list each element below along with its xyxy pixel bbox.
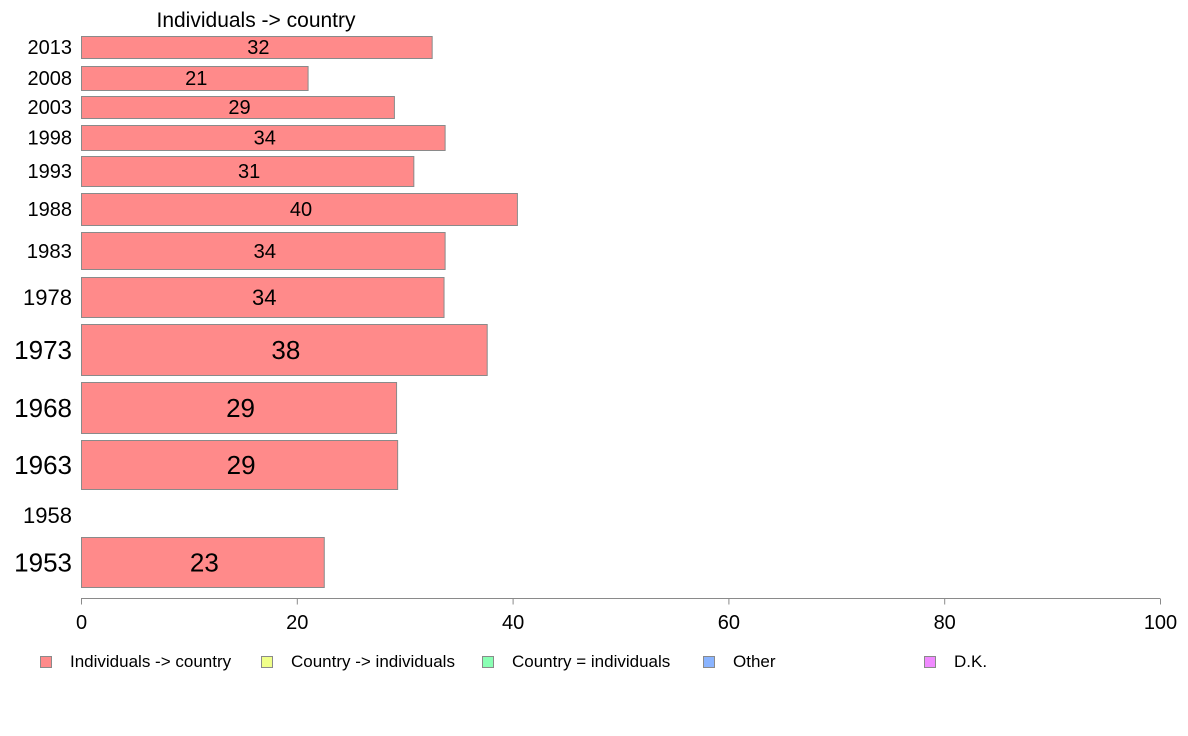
legend-item-dk: D.K. [924, 650, 987, 674]
legend: Individuals -> country Country -> indivi… [40, 650, 1140, 674]
data-label: 38 [271, 335, 300, 365]
bar [81, 382, 398, 434]
bar [81, 156, 415, 187]
data-label: 21 [185, 68, 207, 90]
bars-layer: 2013 32 2008 21 2003 29 1998 34 1993 31 1988 40 1983… [14, 36, 518, 588]
x-tick-label: 40 [502, 612, 524, 634]
data-label: 31 [238, 161, 260, 183]
x-axis: 0 20 40 60 80 100 [76, 598, 1177, 634]
x-tick-label: 100 [1144, 612, 1177, 634]
legend-label: D.K. [954, 652, 988, 671]
data-label: 32 [247, 37, 269, 59]
category-label: 2008 [28, 68, 73, 90]
category-label: 1978 [23, 285, 72, 310]
bar [81, 440, 399, 490]
legend-label: Other [733, 652, 776, 671]
bar [81, 66, 309, 91]
category-label: 1963 [14, 450, 72, 480]
data-label: 29 [227, 450, 256, 480]
data-label: 34 [254, 128, 276, 150]
x-tick-label: 80 [934, 612, 956, 634]
legend-label: Country = individuals [512, 652, 671, 671]
category-label: 2013 [28, 37, 73, 59]
category-label: 1998 [28, 128, 73, 150]
legend-item-individuals-country: Individuals -> country [40, 650, 231, 674]
legend-item-country-individuals: Country -> individuals [261, 650, 455, 674]
data-label: 34 [252, 285, 276, 310]
bar [81, 193, 518, 226]
legend-swatch [482, 656, 494, 668]
category-label: 1973 [14, 335, 72, 365]
category-label: 2003 [28, 97, 73, 119]
legend-label: Individuals -> country [70, 652, 232, 671]
x-tick-label: 0 [76, 612, 87, 634]
category-label: 1988 [28, 199, 73, 221]
data-label: 34 [253, 241, 276, 263]
legend-swatch [40, 656, 52, 668]
category-label: 1958 [23, 503, 72, 528]
x-tick-label: 60 [718, 612, 740, 634]
bar [81, 277, 445, 318]
category-label: 1983 [27, 241, 72, 263]
bar [81, 537, 325, 588]
bar [81, 96, 395, 119]
data-label: 40 [290, 199, 312, 221]
data-label: 29 [228, 97, 250, 119]
bar [81, 232, 446, 270]
legend-swatch [261, 656, 273, 668]
category-label: 1968 [14, 393, 72, 423]
chart-title: Individuals -> country [156, 9, 356, 32]
legend-swatch [924, 656, 936, 668]
bar [81, 36, 433, 59]
category-label: 1993 [28, 161, 73, 183]
data-label: 23 [190, 547, 219, 577]
x-tick-label: 20 [286, 612, 308, 634]
legend-item-other: Other [703, 650, 776, 674]
bar [81, 125, 446, 151]
bar [81, 324, 488, 376]
legend-swatch [703, 656, 715, 668]
legend-item-country-equals-individuals: Country = individuals [482, 650, 670, 674]
legend-label: Country -> individuals [291, 652, 455, 671]
category-label: 1953 [14, 547, 72, 577]
data-label: 29 [226, 393, 255, 423]
